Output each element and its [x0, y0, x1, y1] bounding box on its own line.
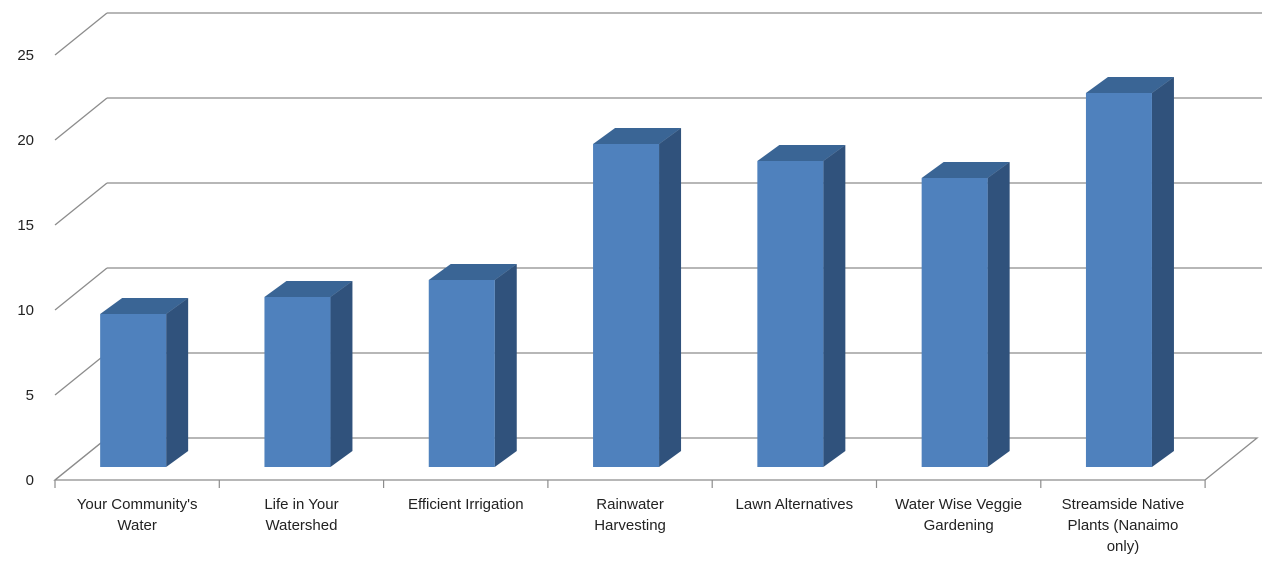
bar-front [428, 280, 495, 467]
bar-front [593, 144, 660, 467]
bars [100, 77, 1174, 467]
bar-top [921, 162, 1010, 178]
bar [264, 281, 353, 467]
bar-top [757, 145, 846, 161]
x-category-label: Efficient Irrigation [408, 496, 524, 513]
bar-front [1085, 93, 1152, 467]
gridline-side [54, 97, 108, 141]
bar-top [100, 298, 189, 314]
bar [757, 145, 846, 467]
x-category-label: Lawn Alternatives [736, 496, 854, 513]
x-category-label: Water Wise Veggie Gardening [895, 496, 1022, 534]
bar-side [1151, 77, 1174, 467]
y-tick-label: 10 [17, 302, 34, 319]
bar-top [1085, 77, 1174, 93]
x-category-label: Your Community's Water [77, 496, 198, 534]
y-tick-label: 5 [26, 387, 34, 404]
y-tick-label: 20 [17, 132, 34, 149]
gridline-side [54, 12, 108, 56]
bar-front [921, 178, 988, 467]
x-category-label: Rainwater Harvesting [594, 496, 666, 534]
y-axis: 0 5 10 15 20 25 [17, 47, 34, 489]
gridline-side [54, 437, 108, 481]
bar-side [494, 264, 517, 467]
bar [1085, 77, 1174, 467]
bar-side [987, 162, 1010, 467]
gridline-side [54, 352, 108, 396]
y-tick-label: 15 [17, 217, 34, 234]
bar-side [330, 281, 353, 467]
x-category-label: Streamside Native Plants (Nanaimo only) [1062, 496, 1185, 555]
bar-top [593, 128, 682, 144]
bar-side [166, 298, 189, 467]
y-tick-label: 0 [26, 472, 34, 489]
bar-top [428, 264, 517, 280]
bar-side [823, 145, 846, 467]
bar [428, 264, 517, 467]
bar-top [264, 281, 353, 297]
bar-side [659, 128, 682, 467]
gridline-side [54, 182, 108, 226]
x-category-label: Life in Your Watershed [264, 496, 338, 534]
x-axis-labels: Your Community's Water Life in Your Watersh… [77, 496, 1184, 555]
bar-front [757, 161, 824, 467]
bar-front [100, 314, 167, 467]
bar [921, 162, 1010, 467]
gridline-side [54, 267, 108, 311]
bar [593, 128, 682, 467]
bar-front [264, 297, 331, 467]
y-tick-label: 25 [17, 47, 34, 64]
bar [100, 298, 189, 467]
